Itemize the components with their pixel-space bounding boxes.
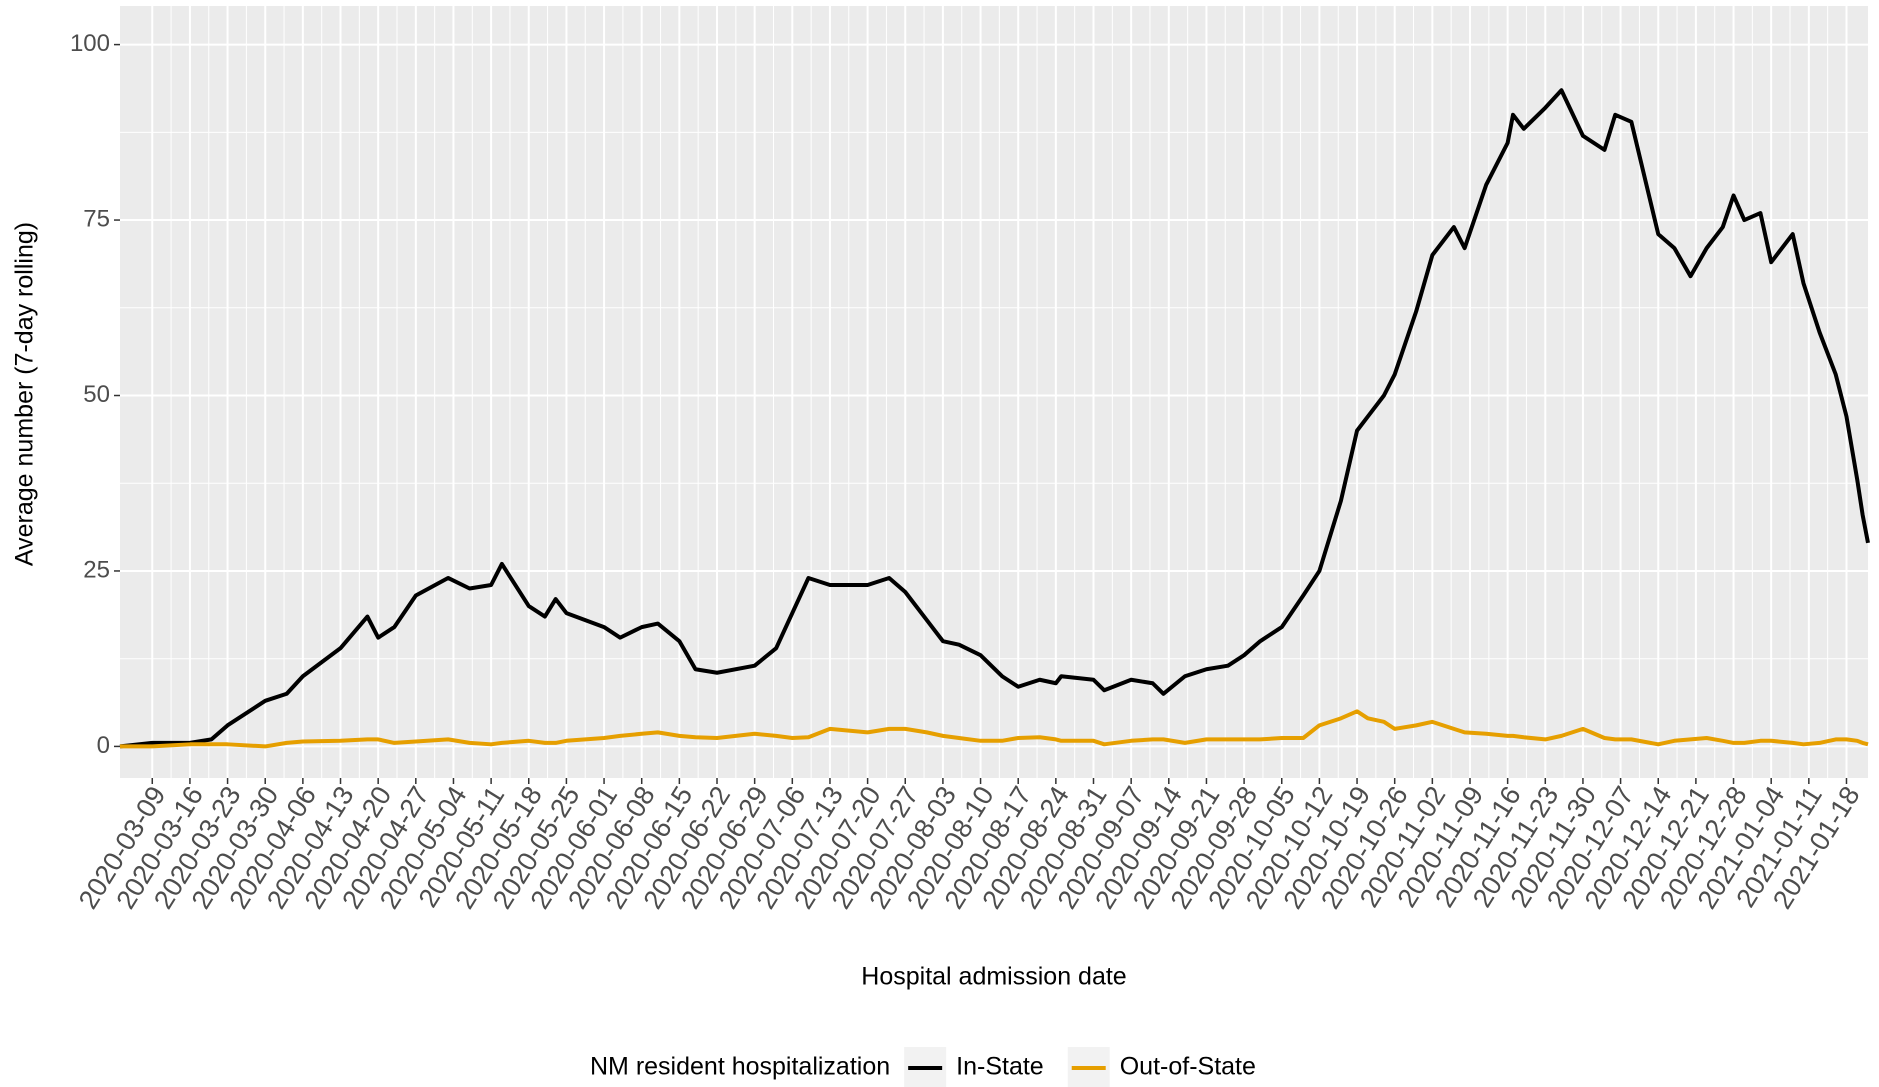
series-line <box>120 709 1869 749</box>
legend-label: Out-of-State <box>1120 1053 1256 1081</box>
legend-title: NM resident hospitalization <box>590 1053 890 1081</box>
y-tick-label: 100 <box>70 30 110 57</box>
plot-panel <box>120 6 1868 778</box>
y-tick-label: 75 <box>83 205 110 232</box>
y-axis-title: Average number (7-day rolling) <box>11 222 39 566</box>
x-axis-title: Hospital admission date <box>861 963 1126 991</box>
y-tick-label: 50 <box>83 381 110 408</box>
y-tick-label: 25 <box>83 556 110 583</box>
y-tick-label: 0 <box>97 732 110 759</box>
series-line <box>119 88 1870 749</box>
legend-label: In-State <box>956 1053 1044 1081</box>
grid <box>120 6 1868 778</box>
